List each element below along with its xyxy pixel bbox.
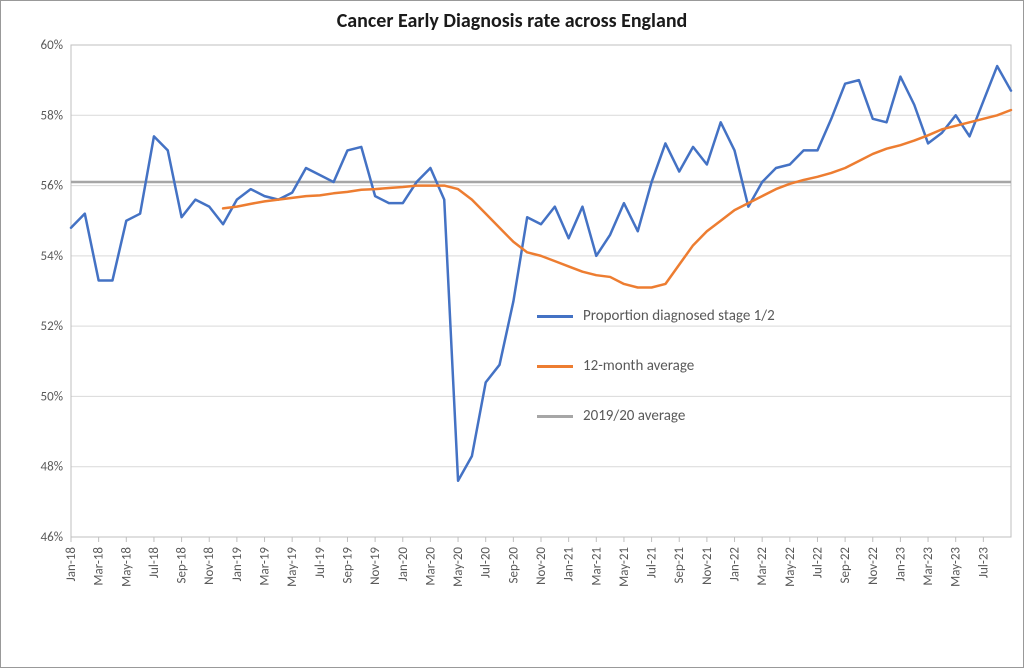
y-tick-label: 52% (41, 319, 63, 334)
x-tick-label: Mar-18 (92, 547, 107, 586)
x-tick-label: Jan-19 (230, 547, 245, 582)
x-tick-label: Jan-23 (893, 547, 908, 582)
x-tick-label: May-21 (617, 547, 632, 587)
x-tick-label: Mar-21 (589, 547, 604, 586)
x-tick-label: Nov-21 (700, 547, 715, 585)
x-tick-label: Jul-18 (147, 547, 162, 579)
x-tick-label: Nov-22 (866, 547, 881, 585)
y-tick-label: 54% (41, 249, 63, 264)
x-tick-label: Jul-20 (479, 547, 494, 579)
x-tick-label: Sep-19 (340, 547, 355, 584)
chart-title: Cancer Early Diagnosis rate across Engla… (1, 9, 1023, 33)
x-tick-label: Mar-19 (258, 547, 273, 586)
legend-item-baseline: 2019/20 average (537, 407, 685, 425)
legend-item-proportion: Proportion diagnosed stage 1/2 (537, 307, 775, 325)
x-tick-label: May-22 (783, 547, 798, 587)
x-tick-label: Sep-18 (175, 547, 190, 584)
legend-swatch (537, 365, 573, 368)
legend-label: 12-month average (583, 357, 694, 375)
x-tick-label: Jul-22 (810, 547, 825, 579)
legend-label: 2019/20 average (583, 407, 685, 425)
x-tick-label: Sep-21 (672, 547, 687, 583)
x-tick-label: Jan-22 (728, 547, 743, 582)
x-tick-label: May-19 (285, 547, 300, 587)
legend-swatch (537, 315, 573, 318)
x-tick-label: Nov-20 (534, 547, 549, 585)
legend-swatch (537, 415, 573, 418)
x-tick-label: Sep-20 (506, 547, 521, 584)
y-tick-label: 60% (41, 38, 63, 53)
x-tick-label: Jul-23 (976, 547, 991, 579)
y-tick-label: 58% (41, 108, 63, 123)
legend-label: Proportion diagnosed stage 1/2 (583, 307, 775, 325)
x-tick-label: Jan-18 (64, 547, 79, 582)
x-tick-label: Sep-22 (838, 547, 853, 584)
x-tick-label: Mar-20 (423, 547, 438, 586)
y-tick-label: 46% (41, 530, 63, 545)
x-tick-label: Nov-18 (202, 547, 217, 585)
x-tick-label: Jan-20 (396, 547, 411, 582)
x-tick-label: Nov-19 (368, 547, 383, 585)
legend-item-avg12: 12-month average (537, 357, 694, 375)
y-tick-label: 50% (41, 389, 63, 404)
x-tick-label: Mar-22 (755, 547, 770, 586)
x-tick-label: Jan-21 (562, 547, 577, 581)
x-tick-label: Jul-19 (313, 547, 328, 579)
x-tick-label: May-23 (949, 547, 964, 587)
y-tick-label: 48% (41, 460, 63, 475)
avg12-line (223, 110, 1011, 287)
x-tick-label: Jul-21 (645, 547, 660, 578)
x-tick-label: Mar-23 (921, 547, 936, 586)
x-tick-label: May-18 (119, 547, 134, 587)
y-tick-label: 56% (41, 179, 63, 194)
x-tick-label: May-20 (451, 547, 466, 587)
